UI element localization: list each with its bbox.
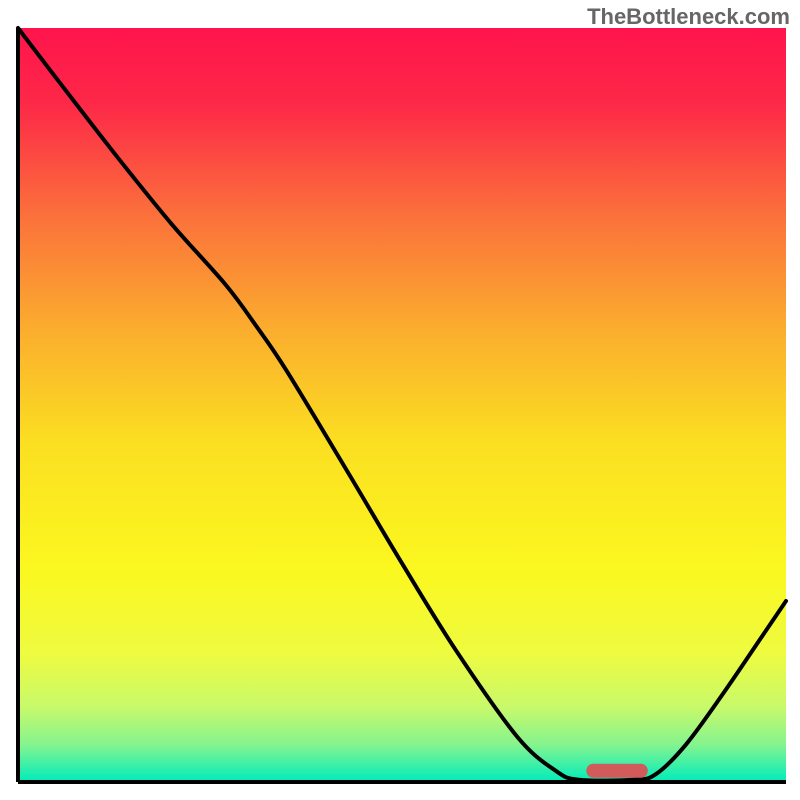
optimal-range-marker xyxy=(586,764,647,778)
bottleneck-chart: TheBottleneck.com xyxy=(0,0,800,800)
watermark-text: TheBottleneck.com xyxy=(587,4,790,30)
gradient-background xyxy=(18,28,786,782)
chart-svg xyxy=(0,0,800,800)
